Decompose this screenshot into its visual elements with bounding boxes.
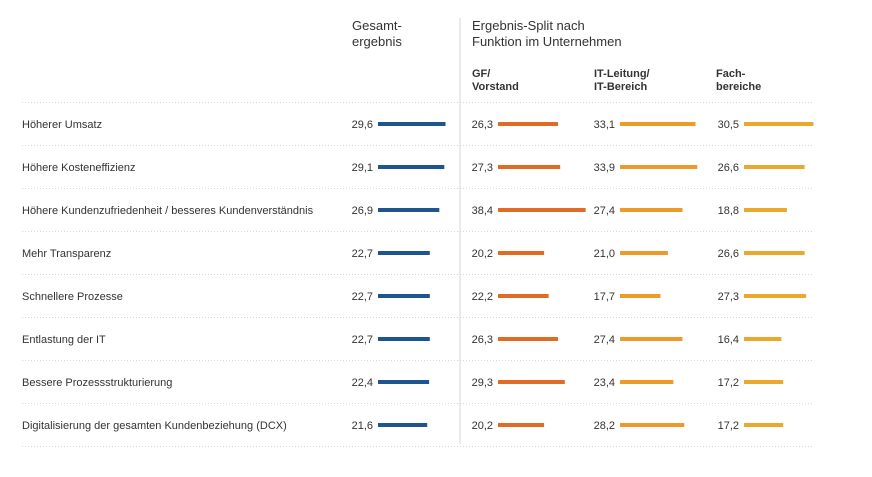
bar — [620, 122, 696, 126]
value-label: 17,7 — [594, 291, 615, 303]
value-label: 29,6 — [352, 119, 373, 131]
row-label: Höherer Umsatz — [22, 119, 102, 131]
row-label: Mehr Transparenz — [22, 248, 111, 260]
row-label: Schnellere Prozesse — [22, 291, 123, 303]
value-label: 27,3 — [472, 162, 493, 174]
bar — [498, 122, 558, 126]
bar — [498, 423, 545, 427]
bar — [744, 208, 787, 212]
value-label: 27,3 — [718, 291, 739, 303]
bar — [378, 380, 430, 384]
value-label: 28,2 — [594, 420, 615, 432]
bar — [378, 294, 430, 298]
value-label: 17,2 — [718, 377, 739, 389]
value-label: 17,2 — [718, 420, 739, 432]
bar — [620, 423, 685, 427]
bar — [744, 337, 782, 341]
bar — [744, 165, 805, 169]
bar — [498, 380, 565, 384]
value-label: 29,1 — [352, 162, 373, 174]
bar — [620, 337, 683, 341]
value-label: 22,7 — [352, 248, 373, 260]
value-label: 21,0 — [594, 248, 615, 260]
value-label: 26,6 — [718, 248, 739, 260]
row-label: Bessere Prozessstrukturierung — [22, 377, 172, 389]
value-label: 20,2 — [472, 420, 493, 432]
bar — [744, 380, 784, 384]
value-label: 30,5 — [718, 119, 739, 131]
bar — [620, 294, 661, 298]
value-label: 22,7 — [352, 291, 373, 303]
column-header-gf-vorstand: GF/ Vorstand — [472, 68, 519, 93]
value-label: 33,9 — [594, 162, 615, 174]
bar — [378, 208, 440, 212]
bar — [498, 294, 549, 298]
total-column-title: Gesamt- ergebnis — [352, 18, 402, 49]
bar — [498, 208, 586, 212]
value-label: 26,6 — [718, 162, 739, 174]
value-label: 22,7 — [352, 334, 373, 346]
value-label: 18,8 — [718, 205, 739, 217]
column-header-fachbereiche: Fach- bereiche — [716, 68, 762, 93]
row-label: Digitalisierung der gesamten Kundenbezie… — [22, 420, 287, 432]
value-label: 23,4 — [594, 377, 615, 389]
row-label: Höhere Kosteneffizienz — [22, 162, 136, 174]
column-header-it-leitung: IT-Leitung/ IT-Bereich — [594, 68, 650, 93]
value-label: 27,4 — [594, 334, 615, 346]
value-label: 33,1 — [594, 119, 615, 131]
bar — [620, 380, 674, 384]
bar — [498, 251, 545, 255]
value-label: 29,3 — [472, 377, 493, 389]
row-label: Entlastung der IT — [22, 334, 106, 346]
bar — [378, 122, 446, 126]
bar — [620, 208, 683, 212]
bar — [378, 423, 428, 427]
value-label: 16,4 — [718, 334, 739, 346]
value-label: 21,6 — [352, 420, 373, 432]
value-label: 27,4 — [594, 205, 615, 217]
split-section-title: Ergebnis-Split nach Funktion im Unterneh… — [472, 18, 622, 49]
value-label: 20,2 — [472, 248, 493, 260]
bar — [744, 423, 784, 427]
bar — [378, 337, 430, 341]
bar — [744, 251, 805, 255]
bar — [620, 165, 698, 169]
bar — [744, 294, 807, 298]
bar — [498, 337, 558, 341]
value-label: 26,3 — [472, 334, 493, 346]
bar — [498, 165, 561, 169]
bar — [620, 251, 668, 255]
value-label: 26,3 — [472, 119, 493, 131]
bar — [378, 165, 445, 169]
bar — [744, 122, 814, 126]
value-label: 22,4 — [352, 377, 373, 389]
row-label: Höhere Kundenzufriedenheit / besseres Ku… — [22, 205, 314, 217]
value-label: 38,4 — [472, 205, 493, 217]
bar — [378, 251, 430, 255]
value-label: 22,2 — [472, 291, 493, 303]
value-label: 26,9 — [352, 205, 373, 217]
